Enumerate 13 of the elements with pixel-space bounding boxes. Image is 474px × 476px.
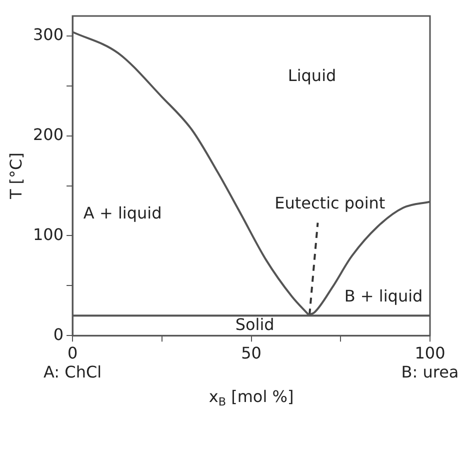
- y-tick-label: 100: [32, 224, 64, 244]
- y-tick-label: 200: [32, 125, 64, 144]
- x-tick-label: 50: [241, 343, 262, 362]
- annotation: Solid: [235, 315, 274, 334]
- y-tick-label: 300: [32, 25, 64, 44]
- annotation: A + liquid: [83, 203, 162, 222]
- annotation: Liquid: [288, 66, 336, 85]
- x-tick-label: 100 B: urea: [401, 343, 459, 382]
- annotation: B + liquid: [344, 286, 423, 306]
- annotation: Eutectic point: [274, 194, 386, 213]
- y-tick-label: 0: [53, 324, 64, 344]
- y-axis-title: T [°C]: [6, 152, 26, 200]
- x-tick-label: 0 A: ChCl: [44, 343, 102, 382]
